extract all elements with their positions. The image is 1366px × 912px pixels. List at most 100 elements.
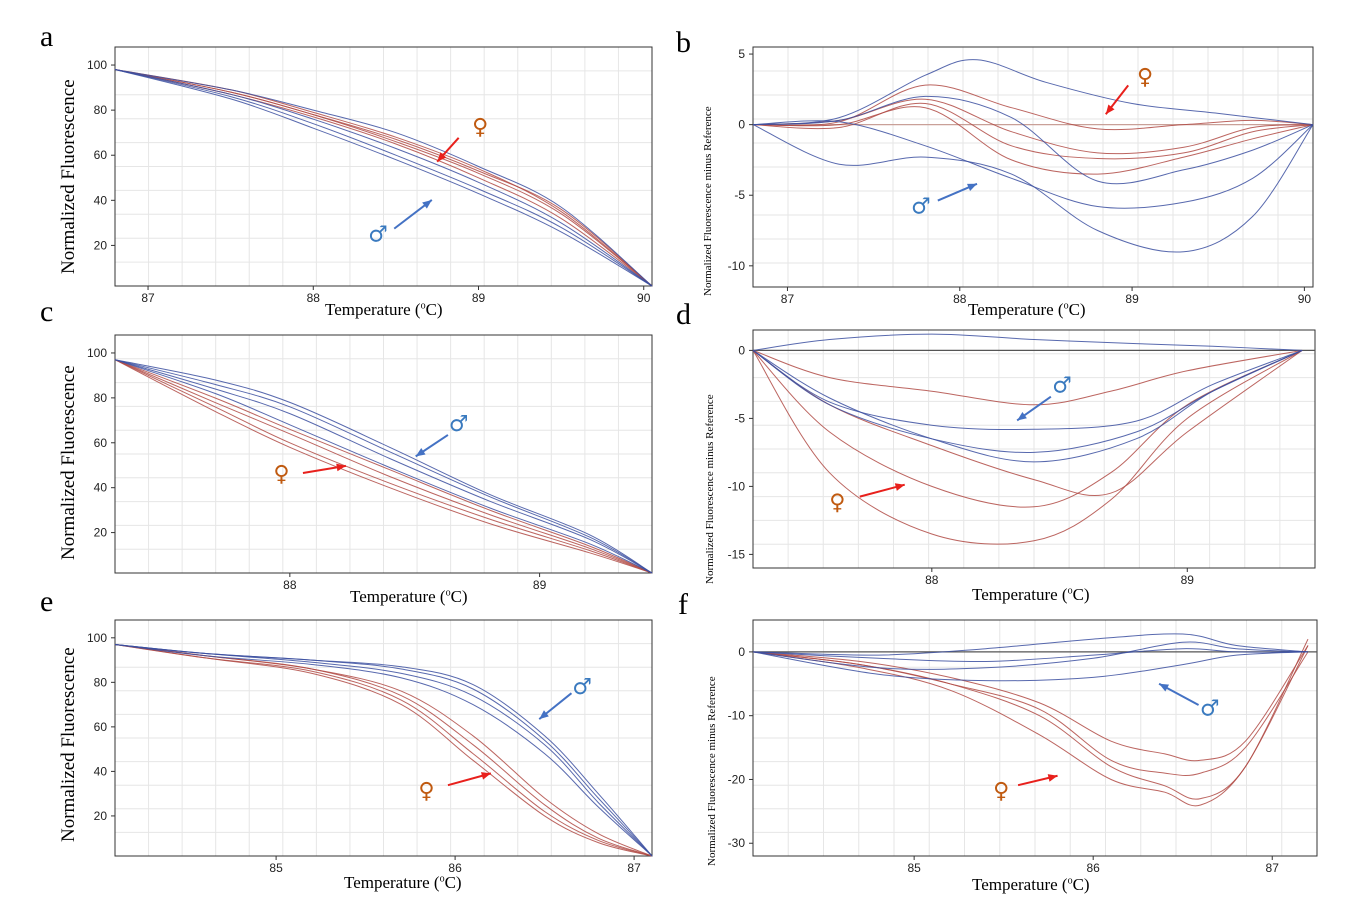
- y-tick-label: -10: [728, 709, 746, 723]
- x-tick-label: 89: [1125, 292, 1139, 306]
- plot-frame: [114, 46, 653, 287]
- female-arrowhead: [1105, 104, 1115, 115]
- series-line-male: [114, 69, 653, 287]
- series-line-female: [114, 359, 653, 574]
- male-symbol: ♂: [1052, 374, 1072, 399]
- y-tick-label: -5: [734, 188, 745, 202]
- y-tick-label: 100: [87, 631, 107, 645]
- y-tick-label: 60: [94, 436, 108, 450]
- grid: [115, 620, 652, 856]
- y-tick-label: 60: [94, 720, 108, 734]
- plot-frame: [114, 334, 653, 574]
- plot-frame: [752, 46, 1314, 288]
- x-tick-label: 87: [781, 292, 795, 306]
- female-symbol: ♀: [1137, 65, 1153, 90]
- plot-frame: [752, 619, 1318, 857]
- series-line-female: [752, 84, 1314, 131]
- series-line-male: [752, 120, 1314, 209]
- male-arrowhead: [1159, 683, 1170, 692]
- y-tick-label: 0: [738, 118, 745, 132]
- x-tick-label: 90: [637, 291, 651, 305]
- y-tick-label: 0: [738, 343, 745, 357]
- x-tick-label: 85: [269, 861, 283, 875]
- y-axis-title-b: Normalized Fluorescence minus Reference: [702, 106, 714, 296]
- female-symbol: ♀: [472, 115, 488, 140]
- y-tick-label: 60: [94, 148, 108, 162]
- female-arrowhead: [480, 772, 491, 780]
- female-arrowhead: [437, 152, 447, 162]
- series-line-male: [752, 333, 1303, 351]
- series-line-female: [752, 106, 1314, 175]
- series-line-male: [752, 633, 1309, 656]
- male-arrowhead: [1017, 411, 1027, 421]
- male-symbol: ♂: [449, 412, 469, 437]
- y-tick-label: -30: [728, 836, 746, 850]
- y-axis-title-a: Normalized Fluorescence: [58, 79, 79, 274]
- series-line-male: [114, 644, 653, 857]
- chart-d: 88 89 -15 -10 -5 0 ♀ ♂: [728, 329, 1316, 587]
- male-arrowhead: [539, 710, 549, 720]
- y-tick-label: 40: [94, 193, 108, 207]
- x-axis-title-f: Temperature (oC): [972, 875, 1090, 894]
- x-tick-label: 88: [925, 573, 939, 587]
- series-line-male: [752, 349, 1303, 431]
- panel-letter-a: a: [40, 20, 54, 53]
- y-tick-label: 80: [94, 391, 108, 405]
- series-line-male: [114, 69, 653, 287]
- series-line-male: [114, 359, 653, 574]
- x-tick-label: 89: [1181, 573, 1195, 587]
- y-tick-label: 0: [738, 645, 745, 659]
- y-tick-label: 20: [94, 809, 108, 823]
- y-tick-label: 100: [87, 58, 107, 72]
- series-line-male: [752, 95, 1314, 185]
- chart-e: 85 86 87 20 40 60 80 100 ♀ ♂: [87, 619, 653, 875]
- female-symbol: ♀: [993, 779, 1009, 804]
- series-line-male: [752, 648, 1309, 663]
- series-line-female: [752, 645, 1309, 762]
- series-line-female: [752, 651, 1309, 776]
- grid: [753, 330, 1315, 568]
- x-tick-label: 88: [307, 291, 321, 305]
- y-tick-label: 40: [94, 764, 108, 778]
- series-line-male: [752, 349, 1303, 463]
- x-tick-label: 87: [1266, 861, 1280, 875]
- y-tick-label: 80: [94, 103, 108, 117]
- y-tick-label: 100: [87, 346, 107, 360]
- panel-letter-d: d: [676, 298, 691, 331]
- chart-a: 87 88 89 90 20 40 60 80 100 ♀ ♂: [87, 46, 653, 305]
- x-tick-label: 85: [907, 861, 921, 875]
- x-tick-label: 86: [448, 861, 462, 875]
- series-line-female: [752, 349, 1303, 545]
- series-line-female: [114, 359, 653, 574]
- y-tick-label: 80: [94, 675, 108, 689]
- x-tick-label: 90: [1298, 292, 1312, 306]
- panel-letter-b: b: [676, 26, 691, 59]
- grid: [115, 335, 652, 573]
- series-line-male: [752, 651, 1309, 682]
- male-symbol: ♂: [1200, 696, 1220, 721]
- series-line-female: [752, 349, 1303, 497]
- panel-letter-c: c: [40, 295, 54, 328]
- series-line-male: [752, 349, 1303, 454]
- y-tick-label: 20: [94, 238, 108, 252]
- y-axis-title-c: Normalized Fluorescence: [58, 365, 79, 560]
- plot-frame: [114, 619, 653, 857]
- y-tick-label: -15: [728, 547, 746, 561]
- plot-frame: [752, 329, 1316, 569]
- male-symbol: ♂: [911, 194, 931, 219]
- series-line-male: [114, 359, 653, 574]
- y-axis-title-e: Normalized Fluorescence: [58, 647, 79, 842]
- x-tick-label: 87: [627, 861, 641, 875]
- panel-letter-e: e: [40, 585, 54, 618]
- x-tick-label: 86: [1087, 861, 1101, 875]
- panel-letter-f: f: [678, 588, 688, 621]
- female-symbol: ♀: [418, 779, 434, 804]
- series-line-male: [114, 69, 653, 287]
- x-axis-title-b: Temperature (oC): [968, 300, 1086, 319]
- series-line-male: [114, 644, 653, 857]
- series-line-female: [114, 359, 653, 574]
- female-symbol: ♀: [273, 462, 289, 487]
- x-axis-title-e: Temperature (oC): [344, 873, 462, 892]
- series-line-female: [752, 349, 1303, 406]
- y-tick-label: 20: [94, 526, 108, 540]
